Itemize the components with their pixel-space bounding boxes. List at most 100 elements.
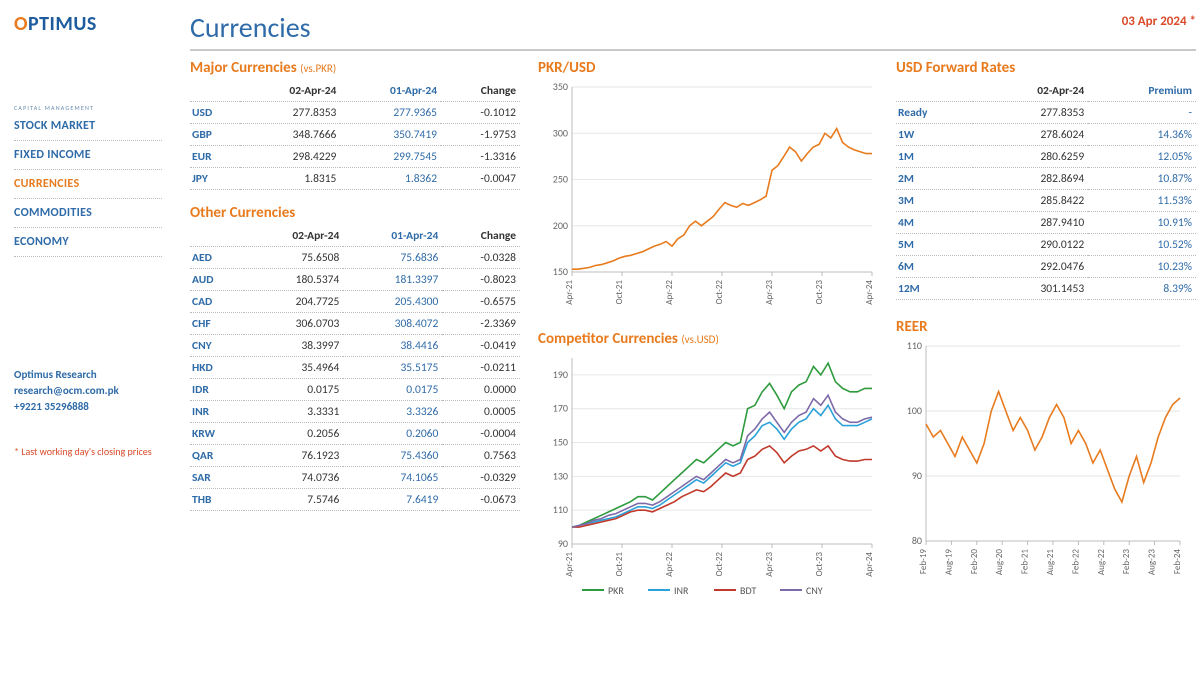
svg-text:Apr-23: Apr-23 xyxy=(764,280,775,305)
table-row: 6M292.047610.23% xyxy=(896,256,1196,278)
forward-rates-table: 02-Apr-24PremiumReady277.8353-1W278.6024… xyxy=(896,81,1196,300)
logo: OPTIMUS CAPITAL MANAGEMENT xyxy=(14,12,162,112)
table-row: 1M280.625912.05% xyxy=(896,146,1196,168)
svg-text:170: 170 xyxy=(553,402,568,415)
table-row: EUR298.4229299.7545-1.3316 xyxy=(190,146,520,168)
svg-text:150: 150 xyxy=(553,436,568,449)
svg-text:130: 130 xyxy=(553,469,568,482)
svg-text:Aug-23: Aug-23 xyxy=(1147,549,1158,575)
svg-text:Aug-21: Aug-21 xyxy=(1045,549,1056,575)
reer-chart-heading: REER xyxy=(896,318,1196,336)
nav-item-fixed-income[interactable]: FIXED INCOME xyxy=(14,141,162,170)
svg-text:Oct-21: Oct-21 xyxy=(614,552,625,577)
date-stamp: 03 Apr 2024 * xyxy=(1122,10,1196,29)
table-row: AUD180.5374181.3397-0.8023 xyxy=(190,269,520,291)
svg-text:200: 200 xyxy=(553,219,568,232)
main: Currencies 03 Apr 2024 * Major Currencie… xyxy=(170,0,1200,675)
svg-text:90: 90 xyxy=(558,537,568,550)
svg-text:90: 90 xyxy=(912,469,922,482)
svg-text:110: 110 xyxy=(553,503,568,516)
svg-text:Apr-24: Apr-24 xyxy=(864,552,875,577)
table-row: IDR0.01750.01750.0000 xyxy=(190,379,520,401)
tables-column: Major Currencies (vs.PKR) 02-Apr-2401-Ap… xyxy=(190,59,520,616)
svg-text:Apr-21: Apr-21 xyxy=(564,280,575,305)
svg-text:Feb-21: Feb-21 xyxy=(1020,549,1031,575)
pkrusd-chart: 150 200 250 300 350 Apr-21 Oct-21 Apr-22 Oct-22 A… xyxy=(538,81,878,316)
svg-text:Oct-23: Oct-23 xyxy=(814,552,825,577)
table-row: JPY1.83151.8362-0.0047 xyxy=(190,168,520,190)
svg-text:Apr-21: Apr-21 xyxy=(564,552,575,577)
page-title: Currencies xyxy=(190,10,311,45)
other-currencies-table: 02-Apr-2401-Apr-24ChangeAED75.650875.683… xyxy=(190,226,520,511)
contact-block: Optimus Research research@ocm.com.pk +92… xyxy=(14,367,162,415)
table-row: 1W278.602414.36% xyxy=(896,124,1196,146)
svg-text:Feb-24: Feb-24 xyxy=(1172,549,1183,575)
contact-name: Optimus Research xyxy=(14,367,162,383)
svg-text:Feb-22: Feb-22 xyxy=(1070,549,1081,575)
table-row: 3M285.842211.53% xyxy=(896,190,1196,212)
svg-text:350: 350 xyxy=(553,81,568,93)
contact-phone: +9221 35296888 xyxy=(14,399,162,415)
competitor-chart: 90 110 130 150 170 190 Apr-21 Oct-21 Apr-22 Oct-2… xyxy=(538,352,878,602)
svg-text:INR: INR xyxy=(674,584,689,597)
table-row: USD277.8353277.9365-0.1012 xyxy=(190,102,520,124)
reer-chart: 8090100110Feb-19Aug-19Feb-20Aug-20Feb-21… xyxy=(896,340,1186,585)
nav-item-economy[interactable]: ECONOMY xyxy=(14,228,162,257)
table-row: GBP348.7666350.7419-1.9753 xyxy=(190,124,520,146)
nav-item-currencies[interactable]: CURRENCIES xyxy=(14,170,162,199)
table-row: 5M290.012210.52% xyxy=(896,234,1196,256)
svg-text:Feb-19: Feb-19 xyxy=(918,549,929,575)
logo-subtitle: CAPITAL MANAGEMENT xyxy=(14,104,162,112)
table-row: CAD204.7725205.4300-0.6575 xyxy=(190,291,520,313)
other-currencies-heading: Other Currencies xyxy=(190,204,520,222)
table-row: INR3.33313.33260.0005 xyxy=(190,401,520,423)
table-row: 12M301.14538.39% xyxy=(896,278,1196,300)
svg-text:CNY: CNY xyxy=(806,584,823,597)
table-row: 2M282.869410.87% xyxy=(896,168,1196,190)
nav-item-commodities[interactable]: COMMODITIES xyxy=(14,199,162,228)
nav: STOCK MARKETFIXED INCOMECURRENCIESCOMMOD… xyxy=(14,112,162,257)
svg-text:Oct-21: Oct-21 xyxy=(614,280,625,305)
table-row: THB7.57467.6419-0.0673 xyxy=(190,489,520,511)
svg-text:Oct-23: Oct-23 xyxy=(814,280,825,305)
footnote: Last working day's closing prices xyxy=(14,445,162,459)
table-row: Ready277.8353- xyxy=(896,102,1196,124)
svg-text:Oct-22: Oct-22 xyxy=(714,280,725,305)
major-currencies-table: 02-Apr-2401-Apr-24ChangeUSD277.8353277.9… xyxy=(190,81,520,190)
svg-text:Oct-22: Oct-22 xyxy=(714,552,725,577)
charts-column: PKR/USD 150 200 250 300 350 Apr-21 Oct-21 Apr-2… xyxy=(538,59,878,616)
svg-text:150: 150 xyxy=(553,265,568,278)
table-row: QAR76.192375.43600.7563 xyxy=(190,445,520,467)
forward-rates-heading: USD Forward Rates xyxy=(896,59,1196,77)
svg-text:Aug-22: Aug-22 xyxy=(1096,549,1107,575)
svg-text:Aug-20: Aug-20 xyxy=(994,549,1005,575)
svg-text:Apr-22: Apr-22 xyxy=(664,280,675,305)
contact-email: research@ocm.com.pk xyxy=(14,383,162,399)
svg-text:190: 190 xyxy=(553,368,568,381)
svg-text:110: 110 xyxy=(907,340,922,352)
major-currencies-heading: Major Currencies (vs.PKR) xyxy=(190,59,520,77)
svg-text:Aug-19: Aug-19 xyxy=(943,549,954,575)
svg-text:PKR: PKR xyxy=(608,584,624,597)
svg-text:BDT: BDT xyxy=(740,584,756,597)
pkrusd-chart-heading: PKR/USD xyxy=(538,59,878,77)
table-row: AED75.650875.6836-0.0328 xyxy=(190,247,520,269)
sidebar: OPTIMUS CAPITAL MANAGEMENT STOCK MARKETF… xyxy=(0,0,170,675)
table-row: CNY38.399738.4416-0.0419 xyxy=(190,335,520,357)
table-row: CHF306.0703308.4072-2.3369 xyxy=(190,313,520,335)
nav-item-stock-market[interactable]: STOCK MARKET xyxy=(14,112,162,141)
svg-text:100: 100 xyxy=(907,404,922,417)
svg-text:Feb-20: Feb-20 xyxy=(969,549,980,575)
table-row: KRW0.20560.2060-0.0004 xyxy=(190,423,520,445)
svg-text:250: 250 xyxy=(553,173,568,186)
svg-text:Apr-24: Apr-24 xyxy=(864,280,875,305)
svg-text:Apr-23: Apr-23 xyxy=(764,552,775,577)
competitor-chart-heading: Competitor Currencies (vs.USD) xyxy=(538,330,878,348)
table-row: SAR74.073674.1065-0.0329 xyxy=(190,467,520,489)
table-row: 4M287.941010.91% xyxy=(896,212,1196,234)
svg-text:Feb-23: Feb-23 xyxy=(1121,549,1132,575)
svg-text:Apr-22: Apr-22 xyxy=(664,552,675,577)
table-row: HKD35.496435.5175-0.0211 xyxy=(190,357,520,379)
right-column: USD Forward Rates 02-Apr-24PremiumReady2… xyxy=(896,59,1196,616)
svg-text:300: 300 xyxy=(553,126,568,139)
